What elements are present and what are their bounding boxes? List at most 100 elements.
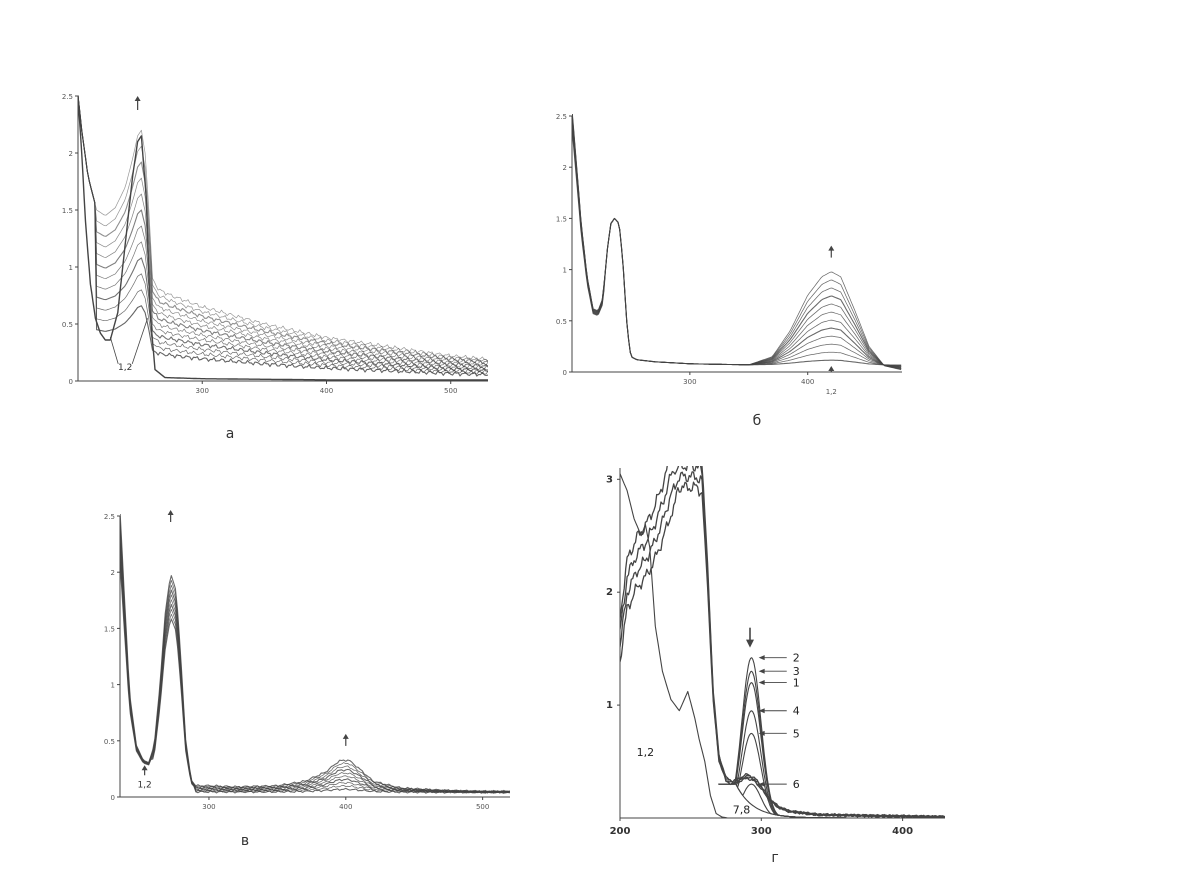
leader-arrow-head (758, 680, 765, 686)
x-tick-label: 300 (683, 378, 696, 386)
curve-label-2: 2 (793, 652, 800, 665)
panel-d-caption: г (771, 850, 778, 866)
panel-b-x-ticks: 300 400 (683, 372, 814, 386)
curve-label-1: 1 (793, 677, 800, 690)
y-tick-label: 0 (69, 378, 73, 386)
y-tick-label: 0.5 (556, 318, 567, 326)
panel-b-annotations: 1,2 (826, 245, 837, 396)
y-tick-label: 2.5 (556, 113, 567, 121)
spectrum-curve (120, 561, 510, 794)
spectrum-curve (78, 95, 488, 366)
y-tick-label: 1 (606, 700, 613, 711)
y-tick-label: 1.5 (104, 625, 115, 633)
pointer-arrow (131, 318, 148, 365)
curve-label-4: 4 (793, 705, 800, 718)
spectrum-curve (718, 710, 945, 818)
x-tick-label: 500 (444, 387, 457, 395)
y-tick-label: 3 (606, 474, 613, 485)
y-tick-label: 0.5 (104, 738, 115, 746)
panel-a-annotations: 1,2 (109, 96, 148, 373)
spectrum-curve (572, 114, 902, 369)
x-tick-label: 200 (610, 826, 631, 837)
curve-label-7-8: 7,8 (733, 804, 751, 817)
panel-a-x-ticks: 300 400 500 (196, 381, 457, 395)
panel-c-x-ticks: 300 400 500 (202, 797, 489, 811)
decrease-arrow-head (746, 639, 754, 648)
panel-c-axes (119, 516, 510, 798)
panel-c-annotations: 1,2 (137, 510, 349, 790)
x-tick-label: 400 (320, 387, 333, 395)
increase-arrow-head (134, 96, 141, 101)
spectrum-curve (718, 783, 945, 818)
panel-d-curves (620, 466, 945, 818)
y-tick-label: 2.5 (104, 513, 115, 521)
chart-panel-b: 300 400 0 0.5 1 1.5 2 2.5 1,2 б (556, 113, 902, 429)
panel-b-axes (571, 116, 902, 373)
y-tick-label: 1 (111, 682, 115, 690)
x-tick-label: 400 (801, 378, 814, 386)
panel-a-axes (77, 96, 488, 382)
panel-c-y-ticks: 0 0.5 1 1.5 2 2.5 (104, 513, 120, 802)
spectrum-curve (620, 466, 945, 818)
spectrum-curve (78, 95, 488, 377)
baseline-arrow-head (141, 765, 148, 771)
increase-arrow-head (342, 733, 349, 739)
curve-label-1-2: 1,2 (826, 388, 837, 396)
spectrum-curve (78, 95, 488, 375)
y-tick-label: 2 (69, 150, 73, 158)
panel-c-caption: в (241, 833, 249, 849)
spectrum-curve (78, 95, 488, 370)
y-tick-label: 1 (563, 267, 567, 275)
y-tick-label: 0 (563, 369, 567, 377)
spectrum-curve (572, 114, 902, 371)
y-tick-label: 1.5 (62, 207, 73, 215)
spectrum-curve (572, 114, 902, 370)
spectrum-curve (120, 538, 510, 794)
x-tick-label: 300 (202, 803, 215, 811)
spectrum-curve (718, 783, 945, 818)
panel-a-y-ticks: 0 0.5 1 1.5 2 2.5 (62, 93, 78, 386)
panel-d-y-ticks: 1 2 3 (606, 474, 620, 711)
increase-arrow-head (828, 245, 835, 251)
chart-panel-c: 300 400 500 0 0.5 1 1.5 2 2.5 1,2 в (104, 510, 510, 849)
y-tick-label: 1.5 (556, 215, 567, 223)
spectrum-curve (120, 550, 510, 794)
panel-b-curves (572, 114, 902, 371)
spectrum-curve (120, 544, 510, 794)
spectrum-curve (620, 466, 945, 818)
leader-arrow-head (758, 730, 765, 736)
spectrum-curve (78, 95, 488, 363)
curve-label-1-2: 1,2 (118, 363, 132, 373)
panel-d-axes (619, 468, 945, 819)
baseline-arrow-head (828, 366, 835, 371)
spectrum-curve (78, 95, 488, 374)
leader-arrow-head (758, 668, 765, 674)
leader-arrow-head (758, 781, 765, 787)
panel-b-y-ticks: 0 0.5 1 1.5 2 2.5 (556, 113, 572, 377)
x-tick-label: 300 (196, 387, 209, 395)
leader-arrow-head (758, 655, 765, 661)
chart-panel-a: 300 400 500 0 0.5 1 1.5 2 2.5 1,2 а (62, 93, 488, 442)
x-tick-label: 300 (751, 826, 772, 837)
curve-label-5: 5 (793, 727, 800, 740)
spectrum-curve (718, 670, 945, 818)
curve-label-6: 6 (793, 778, 800, 791)
y-tick-label: 2 (563, 164, 567, 172)
spectrum-curve (120, 555, 510, 794)
spectrum-curve (78, 95, 488, 371)
curve-label-1-2: 1,2 (137, 780, 151, 790)
x-tick-label: 400 (339, 803, 352, 811)
y-tick-label: 0 (111, 794, 115, 802)
panel-b-caption: б (753, 413, 762, 429)
spectrum-curve (78, 95, 488, 367)
y-tick-label: 1 (69, 264, 73, 272)
increase-arrow-head (167, 510, 174, 515)
panel-d-x-ticks: 200 300 400 (610, 818, 913, 837)
spectrum-curve-1-2 (620, 473, 945, 818)
pointer-arrow (109, 337, 119, 364)
spectrum-curve (78, 95, 488, 365)
spectrum-curve (120, 514, 510, 793)
y-tick-label: 0.5 (62, 321, 73, 329)
